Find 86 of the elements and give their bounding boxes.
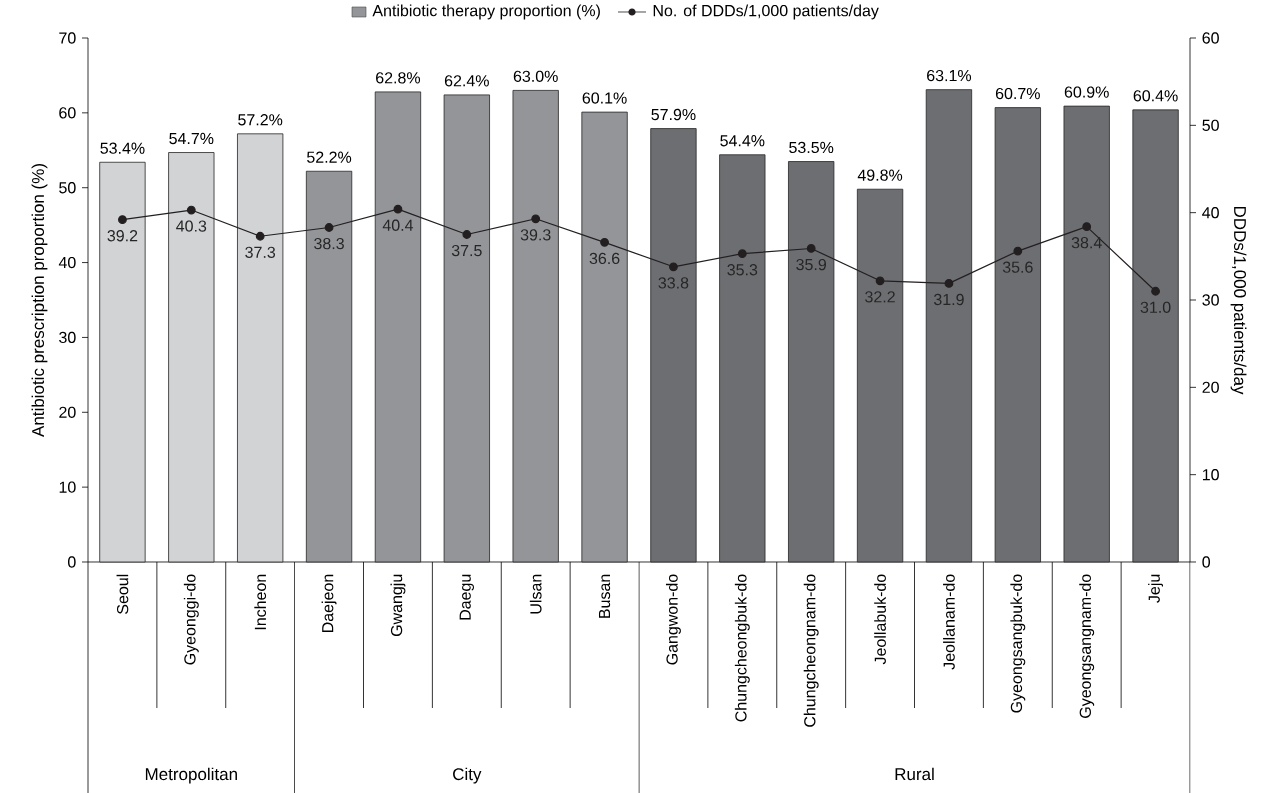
point — [669, 262, 678, 272]
data-label: 63.1% — [927, 69, 972, 82]
x-tick-label: Seoul — [116, 574, 129, 614]
data-label: 31.0 — [1140, 301, 1171, 313]
y-tick-label: 40 — [58, 256, 76, 269]
x-tick-label: Jeollabuk-do — [874, 574, 886, 665]
data-label: 53.4% — [100, 142, 145, 154]
legend-label: Antibiotic therapy proportion (%) — [372, 4, 600, 20]
data-label: 63.0% — [513, 70, 558, 82]
y2-tick-label: 50 — [1202, 119, 1219, 131]
data-label: 60.7% — [995, 87, 1040, 100]
y-tick-label: 70 — [59, 32, 76, 44]
point — [600, 237, 609, 247]
data-label: 60.4% — [1133, 90, 1178, 102]
data-label: 39.3 — [520, 229, 551, 241]
x-tick-label: Gyeongsangnam-do — [1079, 574, 1095, 718]
point — [393, 204, 403, 214]
legend-label: No. of DDDs/1,000 patients/day — [653, 4, 879, 20]
data-label: 40.4 — [382, 219, 414, 231]
x-tick-label: Daejeon — [321, 574, 337, 633]
data-label: 54.4% — [720, 135, 765, 147]
data-label: 35.9 — [796, 258, 826, 271]
y2-tick-label: 10 — [1202, 469, 1219, 481]
x-tick-label: Busan — [598, 574, 611, 618]
y2-tick-label: 0 — [1202, 556, 1211, 568]
data-label: 62.4% — [444, 75, 489, 87]
y2-tick-label: 40 — [1202, 207, 1219, 219]
y-tick-label: 30 — [59, 331, 76, 344]
point — [255, 231, 265, 241]
y2-tick-label: 30 — [1202, 294, 1219, 306]
x-tick-label: Ulsan — [529, 574, 542, 614]
data-label: 52.2% — [307, 151, 352, 163]
text: Rural — [895, 767, 934, 781]
data-label: 38.4 — [1071, 237, 1102, 249]
y-tick-label: 60 — [59, 107, 76, 119]
x-tick-label: Chungcheongnam-do — [803, 574, 819, 727]
data-label: 35.6 — [1002, 261, 1033, 273]
y-axis-title: Antibiotic prescription proportion (%) — [31, 164, 48, 437]
point — [875, 276, 885, 286]
data-label: 31.9 — [933, 293, 964, 306]
data-label: 53.5% — [789, 141, 834, 154]
point — [944, 279, 954, 288]
x-tick-label: Chungcheongbuk-do — [734, 574, 750, 722]
y2-tick-label: 20 — [1202, 381, 1219, 393]
point — [462, 230, 472, 239]
data-label: 35.3 — [727, 264, 758, 276]
y-tick-label: 50 — [59, 182, 76, 194]
data-label: 39.2 — [107, 230, 138, 242]
point — [531, 214, 541, 224]
point — [1082, 222, 1092, 232]
point — [737, 249, 747, 259]
point — [1151, 286, 1160, 296]
y-tick-label: 20 — [59, 406, 76, 418]
data-label: 57.2% — [238, 114, 283, 126]
text: City — [453, 767, 482, 784]
data-label: 38.3 — [314, 237, 344, 250]
data-label: 60.1% — [582, 92, 627, 104]
point — [1013, 246, 1023, 256]
point — [806, 244, 816, 253]
data-label: 32.2 — [865, 291, 895, 303]
data-label: 33.8 — [658, 277, 689, 289]
x-tick-label: Gyeongsangbuk-do — [1010, 574, 1026, 713]
x-tick-label: Gyeonggi-do — [183, 574, 199, 665]
text: Metropolitan — [145, 767, 237, 784]
point — [186, 205, 196, 215]
point — [324, 223, 334, 232]
x-tick-label: Gangwon-do — [665, 574, 681, 665]
y-tick-label: 10 — [59, 481, 76, 493]
y2-tick-label: 60 — [1202, 32, 1219, 44]
data-label: 54.7% — [169, 132, 214, 145]
x-tick-label: Jeollanam-do — [943, 574, 955, 670]
data-label: 49.8% — [857, 169, 903, 181]
data-label: 40.3 — [176, 220, 207, 232]
data-label: 37.3 — [245, 246, 276, 258]
data-label: 60.9% — [1064, 86, 1109, 98]
data-label: 57.9% — [651, 108, 696, 121]
data-label: 62.8% — [376, 72, 421, 84]
x-tick-label: Jeju — [1148, 574, 1164, 603]
point — [118, 215, 127, 225]
data-label: 37.5 — [451, 244, 482, 257]
x-tick-label: Daegu — [459, 574, 474, 620]
y2-axis-title: DDDs/1,000 patients/day — [1230, 206, 1247, 395]
x-tick-label: Gwangju — [390, 574, 406, 637]
data-label: 36.6 — [589, 252, 620, 265]
x-tick-label: Incheon — [254, 574, 267, 630]
y-tick-label: 0 — [68, 556, 76, 568]
